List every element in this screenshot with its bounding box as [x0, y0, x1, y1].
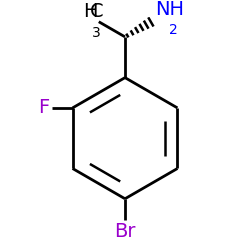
Text: C: C	[90, 2, 104, 20]
Text: Br: Br	[114, 222, 136, 241]
Text: 2: 2	[168, 23, 177, 37]
Text: F: F	[38, 98, 50, 117]
Text: H: H	[83, 2, 98, 20]
Text: 3: 3	[92, 26, 101, 40]
Text: NH: NH	[155, 0, 184, 20]
